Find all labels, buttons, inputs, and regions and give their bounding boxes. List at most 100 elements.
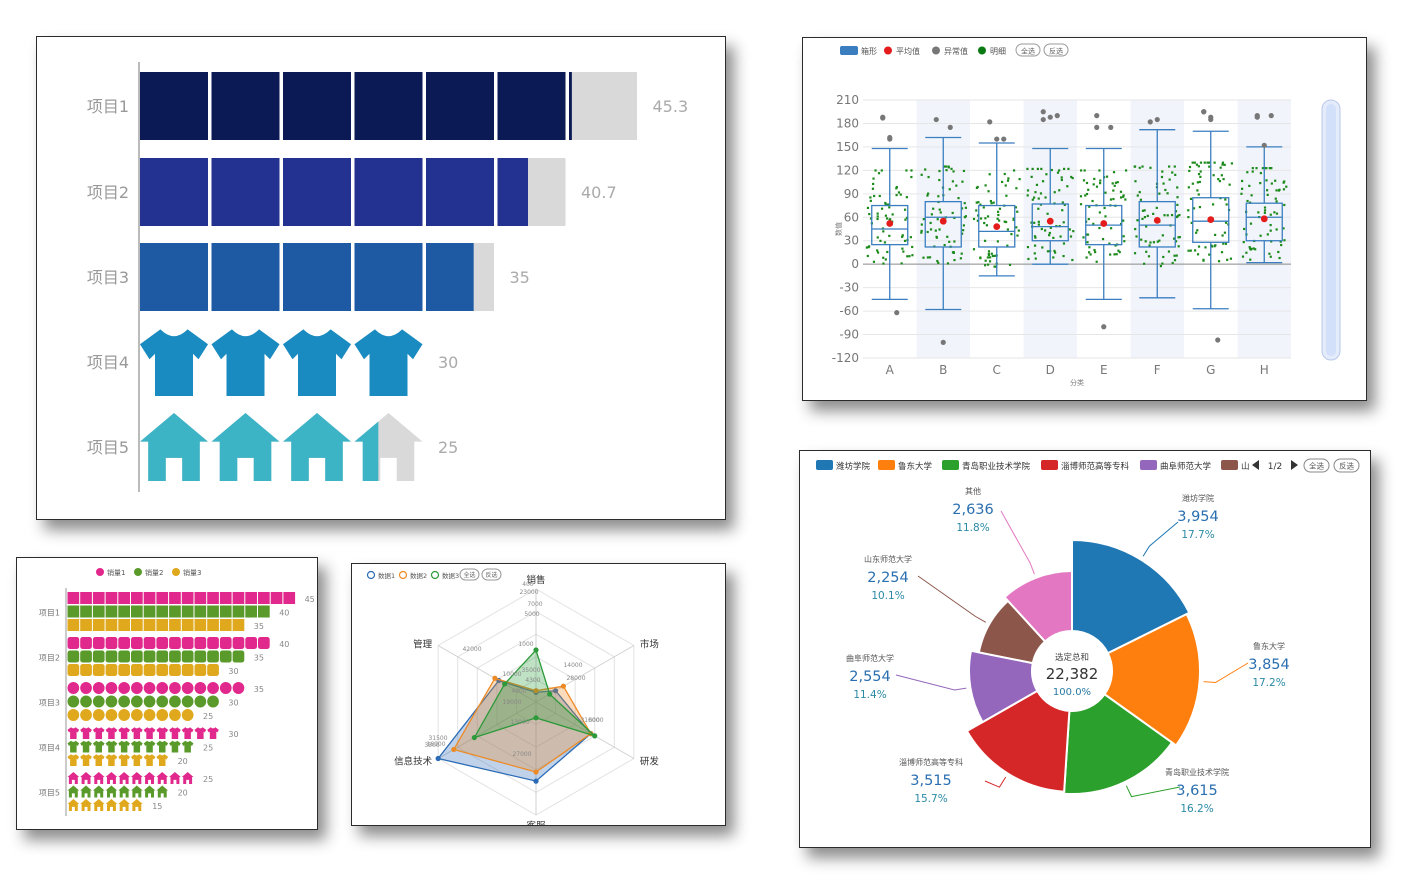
detail-point [1037,220,1040,223]
detail-point [1012,217,1015,220]
x-tick-label: G [1206,363,1215,377]
category-label: 项目1 [39,609,60,618]
bar-symbol [131,650,143,663]
label-leader-line [895,674,967,691]
label-leader-line [1000,510,1035,575]
legend-button[interactable] [1043,43,1069,57]
detail-point [986,215,990,218]
legend-button-label[interactable]: 反选 [1339,461,1355,471]
bar-symbol [211,329,280,396]
legend-button[interactable] [1015,43,1041,57]
legend-swatch [96,568,104,576]
detail-point [1217,178,1220,181]
legend-button-label[interactable]: 反选 [1049,47,1063,56]
detail-point [1071,258,1074,262]
detail-point [983,221,986,225]
legend-prev-icon[interactable] [1252,460,1259,470]
donut-slice[interactable] [1003,569,1073,643]
y-tick-label: 150 [836,140,859,154]
bar-symbol [156,740,169,753]
bar-symbol [207,695,219,708]
detail-point [1248,246,1251,249]
detail-point [1138,166,1141,169]
radar-point [592,733,598,739]
detail-point [1041,246,1044,249]
outlier-point [1261,142,1267,148]
detail-point [1269,213,1272,216]
detail-point [888,218,891,221]
legend-button-label[interactable]: 全选 [1309,461,1325,471]
detail-point [1187,186,1190,189]
legend-button-label[interactable]: 反选 [485,571,497,579]
outlier-point [940,339,946,345]
detail-point [935,235,938,238]
mean-point [1046,217,1054,225]
detail-point [1250,194,1253,197]
box-rect [1192,197,1230,243]
bar-symbol [194,605,207,618]
detail-point [1166,214,1169,217]
donut-slice[interactable] [1062,692,1174,795]
detail-point [1190,221,1193,224]
legend-button[interactable] [481,568,502,581]
detail-point [1060,178,1063,182]
detail-point [903,239,907,243]
detail-point [1163,214,1166,217]
detail-point [1152,241,1156,244]
donut-slice[interactable] [968,649,1039,724]
detail-point [1050,168,1053,172]
detail-point [1112,197,1115,201]
detail-point [953,258,956,262]
legend-swatch [1221,460,1238,470]
bar-symbol [156,664,169,676]
bar-symbol [105,709,118,721]
donut-slice[interactable] [965,689,1071,793]
legend: 数据1 数据2 数据3 全选 反选 [366,568,502,581]
detail-point [903,208,907,211]
detail-point [950,167,953,170]
donut-slice[interactable] [1071,538,1191,655]
legend-button[interactable] [1333,458,1360,473]
detail-point [1035,183,1039,186]
slice-name-label: 山东师范大学 [864,554,912,564]
scrollbar-thumb[interactable] [1326,104,1336,356]
legend-page: 1/2 [1268,462,1282,472]
detail-point [1249,258,1252,261]
detail-point [1101,237,1105,241]
legend-button[interactable] [1303,458,1330,473]
radar-point [502,681,508,687]
detail-point [1145,250,1148,253]
detail-point [1001,180,1004,184]
detail-point [1259,181,1262,185]
legend-swatch-mean [884,46,892,55]
legend-button-label[interactable]: 全选 [463,571,475,579]
bar-symbol [80,592,92,604]
mean-point [993,223,1001,231]
point-label: 31500 [428,735,447,742]
bar-symbol [207,727,219,739]
box-group [1133,116,1181,299]
detail-point [1109,198,1113,201]
bar-symbol [118,682,130,694]
bar-symbol [67,664,80,676]
legend-next-icon[interactable] [1291,460,1298,470]
detail-point [1016,210,1019,213]
detail-point [1188,165,1192,169]
detail-point [951,211,954,215]
bar-symbol [67,709,80,721]
detail-point [1210,245,1214,248]
bar-symbol [156,605,169,618]
detail-point [1033,252,1036,255]
detail-point [945,169,948,172]
legend-button[interactable] [459,568,480,581]
detail-point [1214,233,1217,237]
legend-button-label[interactable]: 全选 [1021,47,1035,56]
series-bar [67,695,219,708]
bar-symbol [118,695,130,708]
bar-symbol [67,727,80,739]
detail-point [1277,189,1281,192]
detail-point [1177,245,1180,248]
value-label: 35 [254,622,264,631]
donut-slice[interactable] [1103,612,1201,747]
bar-symbol [143,727,156,739]
